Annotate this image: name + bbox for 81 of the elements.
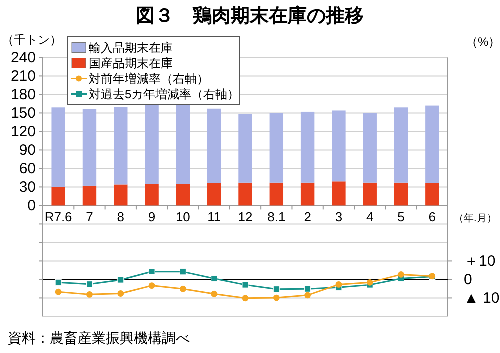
x-tick-label: 7	[86, 210, 94, 225]
y-tick-label: 210	[10, 68, 36, 86]
bar	[52, 108, 66, 188]
point	[118, 290, 124, 297]
text: 資料：農畜産業振興機構調べ	[8, 330, 190, 346]
y-axis-title: （千トン）	[2, 33, 62, 47]
bar	[176, 184, 190, 206]
bar	[426, 106, 440, 184]
bar	[363, 113, 377, 183]
point	[366, 279, 374, 286]
bar	[114, 107, 128, 185]
point	[242, 295, 249, 302]
bar	[270, 182, 284, 206]
bar	[145, 184, 159, 206]
x-tick-label: 11	[208, 210, 222, 225]
y-tick-label: 90	[19, 142, 36, 160]
bar	[238, 114, 252, 183]
y2-tick-label: 0	[464, 272, 472, 289]
bar	[114, 184, 128, 206]
x-tick-label: 4	[366, 210, 374, 225]
point	[398, 272, 404, 278]
legend-label: 対前年増減率（右軸）	[89, 72, 209, 86]
point	[118, 276, 124, 284]
bar	[394, 108, 408, 183]
bar	[332, 110, 346, 182]
point	[273, 294, 280, 302]
point	[211, 290, 218, 298]
y-tick-label: 150	[10, 105, 36, 122]
point	[211, 276, 218, 282]
y2-tick-label: ▲ 10	[464, 290, 500, 308]
x-tick-label: 5	[398, 210, 405, 225]
point	[242, 282, 249, 288]
bar	[207, 184, 222, 206]
x-tick-label: 9	[148, 210, 156, 225]
x-axis-title: （年.月）	[454, 212, 497, 225]
bar	[363, 182, 377, 206]
x-tick-label: 10	[176, 210, 190, 225]
point	[148, 282, 156, 290]
point	[55, 279, 62, 286]
y-tick-label: 30	[19, 179, 36, 196]
y-tick-label: 60	[19, 160, 36, 178]
x-tick-label: 2	[304, 210, 312, 225]
x-tick-label: 8	[117, 210, 124, 225]
legend-label: 対過去5カ年増減率（右軸）	[89, 87, 240, 102]
point	[86, 281, 93, 288]
bar	[207, 108, 222, 184]
x-tick-label: 8.1	[268, 210, 286, 225]
point	[180, 268, 186, 276]
point	[180, 286, 186, 292]
point	[273, 286, 280, 293]
bar	[82, 186, 97, 206]
legend-label: 輸入品期末在庫	[89, 40, 173, 55]
x-tick-label: R7.6	[44, 210, 72, 225]
bar	[145, 104, 159, 184]
bar	[238, 182, 252, 206]
bar	[300, 182, 315, 206]
point	[304, 286, 312, 292]
point	[336, 281, 342, 288]
bar	[300, 112, 315, 183]
y-tick-label: 180	[10, 86, 36, 104]
chart-title: 図３ 鶏肉期末在庫の推移	[136, 5, 364, 27]
bar	[426, 184, 440, 206]
legend-label: 国産品期末在庫	[89, 56, 173, 70]
bar	[176, 104, 190, 184]
bar	[270, 113, 284, 183]
y2-tick-label: ＋10	[464, 253, 496, 270]
y-tick-label: 120	[10, 124, 36, 141]
point	[86, 291, 93, 298]
x-tick-label: 12	[238, 210, 253, 225]
y-tick-label: 240	[10, 50, 36, 67]
x-tick-label: 3	[335, 210, 343, 225]
x-tick-label: 6	[428, 210, 436, 225]
bar	[52, 187, 66, 206]
point	[304, 292, 312, 299]
point	[55, 288, 62, 296]
bar	[332, 182, 346, 206]
y-tick-label: 0	[28, 198, 36, 215]
bar	[394, 182, 408, 206]
point	[148, 268, 156, 275]
bar	[82, 110, 97, 186]
y2-axis-title: （%）	[466, 35, 500, 49]
